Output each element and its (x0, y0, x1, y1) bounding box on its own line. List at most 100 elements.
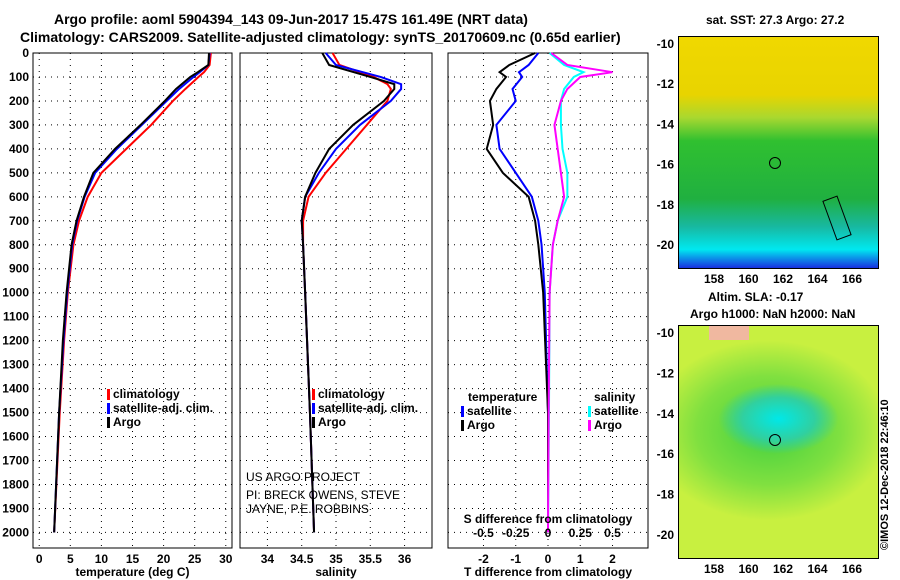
x2-tick-label: -0.25 (502, 526, 530, 540)
lon-tick-label: 160 (738, 272, 758, 286)
legend-label: climatology (318, 387, 385, 401)
lon-tick-label: 160 (738, 562, 758, 576)
lat-tick-label: -14 (657, 407, 675, 421)
x-tick-label: 1 (577, 552, 584, 566)
x-tick-label: 34 (261, 552, 275, 566)
series-line-satellite-adj-clim- (53, 52, 211, 533)
x-axis-label: temperature (deg C) (75, 565, 189, 579)
lat-tick-label: -16 (657, 158, 675, 172)
x-tick-label: 35 (329, 552, 343, 566)
series-line-satellite-adj-clim- (300, 52, 403, 533)
y-tick-label: 600 (9, 190, 29, 204)
series-line-s-argo (547, 52, 613, 533)
y-tick-label: 2000 (2, 525, 29, 539)
lon-tick-label: 164 (807, 272, 827, 286)
land (709, 326, 749, 340)
x2-axis-label: S difference from climatology (464, 512, 633, 526)
legend-label: Argo (467, 418, 495, 432)
y-tick-label: 200 (9, 94, 29, 108)
series-line-climatology (302, 52, 392, 533)
y-tick-label: 1200 (2, 334, 29, 348)
lat-tick-label: -18 (657, 488, 675, 502)
x-axis-label: salinity (315, 565, 357, 579)
x-tick-label: 5 (67, 552, 74, 566)
y-tick-label: 1100 (3, 310, 29, 324)
height-title: Argo h1000: NaN h2000: NaN (690, 307, 856, 321)
y-tick-label: 1300 (2, 358, 29, 372)
legend-swatch (588, 420, 591, 431)
y-tick-label: 1900 (2, 501, 29, 515)
legend-label: satellite-adj. clim. (318, 401, 418, 415)
x2-tick-label: -0.5 (473, 526, 494, 540)
sst-map-title: sat. SST: 27.3 Argo: 27.2 (706, 13, 845, 27)
x-tick-label: 30 (219, 552, 233, 566)
series-line-climatology (53, 52, 212, 533)
legend-label: climatology (113, 387, 180, 401)
x2-tick-label: 0.5 (604, 526, 621, 540)
sla-map-title: Altim. SLA: -0.17 (708, 290, 804, 304)
x-tick-label: 0 (545, 552, 552, 566)
legend-label: Argo (113, 415, 141, 429)
y-tick-label: 1800 (2, 477, 29, 491)
series-line-t-satellite (495, 52, 549, 533)
legend-swatch (312, 403, 315, 414)
legend-header-salinity: salinity (594, 390, 636, 404)
lon-tick-label: 166 (842, 562, 862, 576)
x-tick-label: 20 (157, 552, 171, 566)
legend-swatch (107, 389, 110, 400)
legend-label: Argo (594, 418, 622, 432)
y-tick-label: 300 (9, 118, 29, 132)
series-line-s-satellite (547, 52, 587, 533)
coastline (822, 195, 852, 241)
legend-swatch (461, 406, 464, 417)
y-tick-label: 900 (9, 262, 29, 276)
legend-swatch (107, 403, 110, 414)
x-tick-label: -1 (510, 552, 521, 566)
lon-tick-label: 164 (807, 562, 827, 576)
y-tick-label: 1400 (2, 382, 29, 396)
lon-tick-label: 166 (842, 272, 862, 286)
x-tick-label: 0 (36, 552, 43, 566)
x-axis-label: T difference from climatology (464, 565, 632, 579)
title-line-2: Climatology: CARS2009. Satellite-adjuste… (20, 29, 621, 45)
x-tick-label: 34.5 (290, 552, 314, 566)
imos-credit: ©IMOS 12-Dec-2018 22:46:10 (879, 399, 891, 550)
lat-tick-label: -16 (657, 447, 675, 461)
y-tick-label: 100 (9, 70, 29, 84)
y-tick-label: 1000 (2, 286, 29, 300)
y-tick-label: 400 (9, 142, 29, 156)
y-tick-label: 700 (9, 214, 29, 228)
sst-map (678, 36, 879, 269)
legend-label: Argo (318, 415, 346, 429)
y-tick-label: 1600 (2, 430, 29, 444)
y-tick-label: 1700 (2, 454, 29, 468)
x-tick-label: 36 (398, 552, 412, 566)
y-tick-label: 500 (9, 166, 29, 180)
x2-tick-label: 0 (545, 526, 552, 540)
sla-map (678, 325, 879, 559)
legend-swatch (107, 417, 110, 428)
title-line-1: Argo profile: aoml 5904394_143 09-Jun-20… (54, 11, 528, 27)
y-tick-label: 800 (9, 238, 29, 252)
legend-swatch (312, 389, 315, 400)
legend-label: satellite-adj. clim. (113, 401, 213, 415)
y-tick-label: 1500 (2, 406, 29, 420)
x-tick-label: -2 (478, 552, 489, 566)
lat-tick-label: -12 (657, 77, 675, 91)
lat-tick-label: -14 (657, 117, 675, 131)
lon-tick-label: 158 (704, 562, 724, 576)
project-credit: US ARGO PROJECT (246, 470, 361, 484)
lon-tick-label: 162 (773, 562, 793, 576)
lat-tick-label: -18 (657, 198, 675, 212)
y-tick-label: 0 (22, 46, 29, 60)
x-tick-label: 15 (126, 552, 140, 566)
lat-tick-label: -12 (657, 366, 675, 380)
argo-location-marker (769, 434, 781, 446)
series-line-argo (300, 52, 396, 533)
pi-credit: PI: BRECK OWENS, STEVE JAYNE, P.E. ROBBI… (246, 488, 401, 516)
x2-tick-label: 0.25 (569, 526, 593, 540)
lat-tick-label: -10 (657, 37, 675, 51)
argo-location-marker (769, 157, 781, 169)
